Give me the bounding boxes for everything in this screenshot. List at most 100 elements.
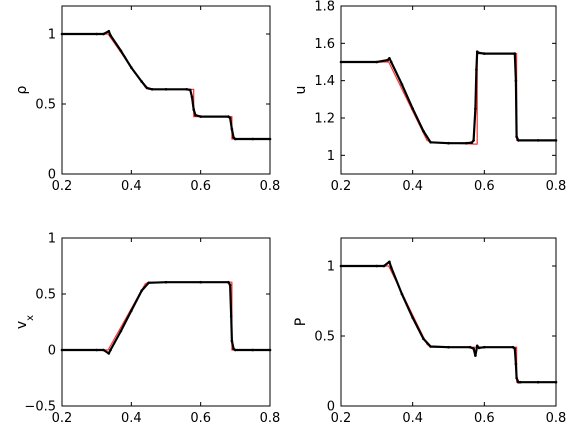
data-point [228, 283, 232, 287]
y-axis-label-subscript: x [25, 315, 36, 321]
x-tick-label: 0.4 [121, 179, 142, 194]
y-tick-label: 0 [48, 168, 56, 183]
data-point [429, 141, 432, 144]
data-point [475, 344, 479, 348]
plot-frame [340, 237, 557, 407]
data-point [400, 292, 404, 296]
data-point [189, 88, 192, 92]
x-tick-label: 0.8 [260, 179, 281, 194]
data-point [422, 337, 425, 341]
x-tick-label: 0.2 [52, 411, 73, 425]
y-tick-label: −0.5 [24, 400, 56, 415]
data-point [517, 380, 520, 384]
data-point [477, 346, 481, 350]
data-point [388, 260, 391, 264]
x-tick-label: 0.4 [402, 179, 423, 194]
plot-frame [340, 5, 557, 175]
data-point [514, 79, 518, 82]
numerical-solution-line [341, 260, 556, 384]
data-point [465, 141, 468, 145]
y-tick-label: 1 [327, 260, 335, 275]
subplot-1: 0.2 0.4 0.6 0.8 0 0.5 1 ρ [14, 5, 281, 194]
y-tick-label: 1 [48, 28, 56, 43]
data-point [474, 107, 477, 110]
x-tick-label: 0.4 [402, 411, 423, 425]
x-tick-label: 0.2 [331, 179, 352, 194]
data-point [107, 352, 111, 355]
subplot-2: 0.2 0.4 0.6 0.8 1 1.2 1.4 1.6 1.8 u [293, 0, 566, 194]
y-axis-label: u [293, 86, 309, 95]
numerical-solution-line [62, 30, 270, 141]
data-point [389, 60, 393, 64]
data-point [429, 345, 432, 348]
data-point [234, 137, 237, 141]
y-tick-label: 1.8 [314, 0, 335, 15]
data-point [513, 347, 517, 350]
data-point [472, 347, 475, 350]
y-tick-label: 1 [327, 149, 335, 164]
data-point [230, 127, 234, 131]
data-point [147, 281, 150, 285]
y-tick-label: 1.4 [314, 74, 335, 89]
data-point [109, 348, 112, 352]
data-point [145, 86, 149, 90]
x-tick-label: 0.6 [474, 411, 495, 425]
data-point [382, 264, 386, 268]
data-point [470, 141, 474, 144]
data-point [228, 116, 232, 120]
data-point [386, 58, 389, 62]
y-axis-label-main: v [14, 321, 30, 329]
y-tick-label: 1.2 [314, 112, 335, 127]
data-point [375, 264, 379, 268]
data-point [513, 52, 517, 55]
y-axis-label: vx [14, 315, 36, 329]
x-tick-label: 0.2 [52, 179, 73, 194]
data-point [130, 66, 133, 69]
y-axis-label-main: u [293, 86, 309, 95]
y-tick-label: 1.6 [314, 37, 335, 52]
data-point [511, 345, 515, 349]
data-point [150, 88, 154, 91]
y-tick-label: 0.5 [35, 288, 56, 303]
data-point [194, 113, 197, 117]
data-point [95, 348, 98, 352]
data-point [476, 51, 480, 54]
y-axis-label-main: ρ [14, 85, 30, 94]
data-point [389, 266, 393, 269]
data-point [515, 376, 518, 380]
plot-frame [61, 5, 271, 175]
x-tick-label: 0.6 [190, 179, 211, 194]
y-axis-label: ρ [14, 85, 30, 94]
exact-solution-line [341, 52, 556, 145]
data-point [447, 345, 450, 349]
exact-solution-line [62, 281, 270, 351]
data-point [140, 289, 143, 292]
y-tick-label: 0.5 [314, 330, 335, 345]
data-point [119, 49, 123, 53]
data-point [468, 345, 472, 349]
data-point [251, 137, 254, 141]
exact-solution-line [62, 33, 270, 140]
data-point [190, 95, 194, 99]
numerical-solution-line [341, 50, 556, 145]
y-tick-label: 1 [48, 232, 56, 247]
data-point [230, 339, 234, 343]
data-point [483, 52, 486, 55]
data-point [483, 345, 486, 349]
numerical-solution-line [62, 281, 270, 355]
data-point [447, 141, 450, 145]
y-axis-label-main: P [293, 318, 309, 326]
x-tick-label: 0.6 [474, 179, 495, 194]
x-tick-label: 0.8 [546, 411, 567, 425]
data-point [102, 348, 105, 352]
data-point [229, 315, 233, 318]
data-point [164, 280, 168, 284]
data-point [472, 139, 475, 142]
data-point [234, 348, 237, 352]
data-point [400, 83, 404, 86]
data-point [411, 107, 415, 110]
data-point [109, 34, 112, 37]
x-tick-label: 0.4 [121, 411, 142, 425]
data-point [518, 380, 522, 384]
